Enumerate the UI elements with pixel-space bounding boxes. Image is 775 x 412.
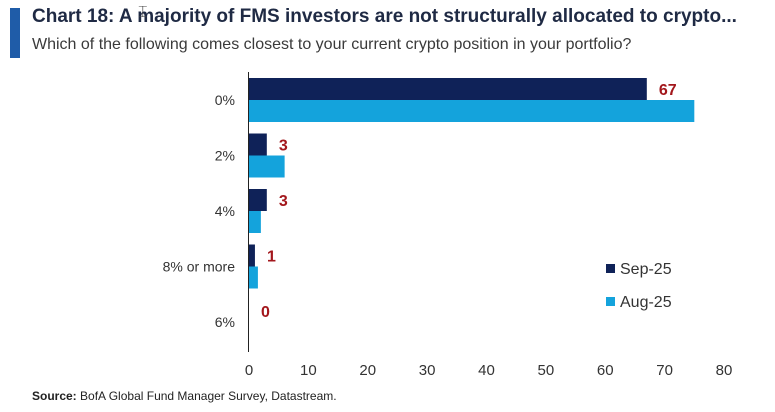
x-tick-label-5: 50: [538, 362, 555, 379]
data-label-1: 3: [279, 138, 288, 155]
text-cursor-icon: ⌶: [138, 2, 148, 21]
legend-swatch-sep-25: [606, 264, 615, 273]
x-tick-labels-group: 0 10 20 30 40 50 60 70 80: [245, 362, 733, 379]
x-tick-label-7: 70: [656, 362, 673, 379]
bar-sep-25-2: [249, 189, 267, 211]
bar-aug-25-1: [249, 155, 285, 178]
data-label-0: 67: [659, 82, 677, 99]
bar-sep-25-0: [249, 78, 647, 100]
x-tick-label-3: 30: [419, 362, 436, 379]
x-tick-label-1: 10: [300, 362, 317, 379]
x-tick-label-4: 40: [478, 362, 495, 379]
data-label-3: 1: [267, 249, 276, 266]
bar-sep-25-1: [249, 133, 267, 156]
legend: Sep-25 Aug-25: [606, 261, 672, 311]
data-label-4: 0: [261, 304, 270, 321]
data-labels-group: 67 3 3 1 0: [261, 82, 677, 321]
category-labels-group: 0% 2% 4% 8% or more 6%: [163, 92, 236, 330]
bar-aug-25-3: [249, 266, 258, 289]
x-tick-label-0: 0: [245, 362, 253, 379]
x-tick-label-8: 80: [716, 362, 733, 379]
legend-label-sep-25: Sep-25: [620, 261, 672, 278]
bar-aug-25-0: [249, 100, 695, 122]
chart-title: Chart 18: A majority of FMS investors ar…: [32, 6, 737, 27]
x-tick-label-6: 60: [597, 362, 614, 379]
data-label-2: 3: [279, 193, 288, 210]
legend-swatch-aug-25: [606, 297, 615, 306]
category-label-3: 8% or more: [163, 259, 236, 275]
x-tick-label-2: 20: [359, 362, 376, 379]
chart-subtitle: Which of the following comes closest to …: [32, 36, 632, 53]
title-accent-bar: [10, 8, 20, 58]
bar-sep-25-3: [249, 244, 255, 267]
category-label-0: 0%: [215, 92, 235, 108]
bars-group: [249, 78, 695, 289]
source-text: BofA Global Fund Manager Survey, Datastr…: [80, 389, 337, 403]
legend-label-aug-25: Aug-25: [620, 294, 672, 311]
category-label-1: 2%: [215, 148, 235, 164]
category-label-4: 6%: [215, 314, 235, 330]
category-label-2: 4%: [215, 203, 235, 219]
source-label: Source:: [32, 389, 77, 403]
source-note: Source: BofA Global Fund Manager Survey,…: [32, 389, 337, 403]
bar-aug-25-2: [249, 211, 261, 233]
